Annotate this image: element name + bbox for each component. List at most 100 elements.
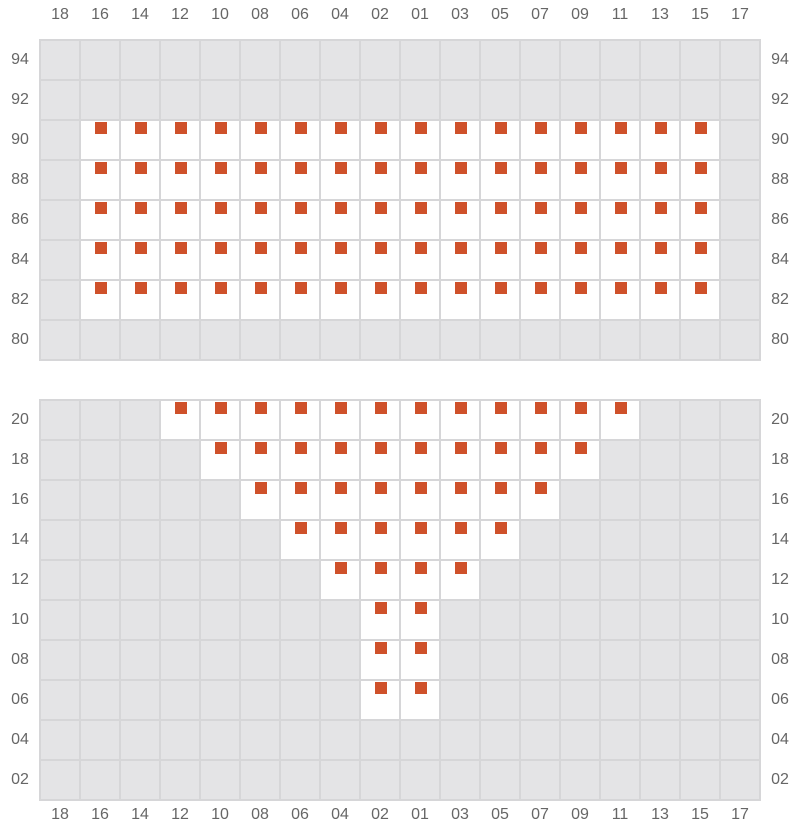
seat-available[interactable] [601, 281, 639, 319]
seat-available[interactable] [521, 241, 559, 279]
seat-available[interactable] [481, 481, 519, 519]
seat-available[interactable] [201, 201, 239, 239]
seat-available[interactable] [161, 241, 199, 279]
seat-available[interactable] [441, 401, 479, 439]
seat-available[interactable] [401, 401, 439, 439]
seat-available[interactable] [321, 201, 359, 239]
seat-available[interactable] [401, 641, 439, 679]
seat-available[interactable] [81, 121, 119, 159]
seat-available[interactable] [401, 161, 439, 199]
seat-available[interactable] [81, 161, 119, 199]
seat-available[interactable] [641, 241, 679, 279]
seat-available[interactable] [521, 121, 559, 159]
seat-available[interactable] [481, 441, 519, 479]
seat-available[interactable] [441, 241, 479, 279]
seat-available[interactable] [561, 241, 599, 279]
seat-available[interactable] [201, 161, 239, 199]
seat-available[interactable] [121, 241, 159, 279]
seat-available[interactable] [481, 121, 519, 159]
seat-available[interactable] [361, 281, 399, 319]
seat-available[interactable] [201, 441, 239, 479]
seat-available[interactable] [201, 121, 239, 159]
seat-available[interactable] [361, 481, 399, 519]
seat-available[interactable] [121, 281, 159, 319]
seat-available[interactable] [401, 281, 439, 319]
seat-available[interactable] [401, 481, 439, 519]
seat-available[interactable] [481, 401, 519, 439]
seat-available[interactable] [361, 521, 399, 559]
seat-available[interactable] [521, 201, 559, 239]
seat-available[interactable] [481, 281, 519, 319]
seat-available[interactable] [241, 121, 279, 159]
seat-available[interactable] [481, 201, 519, 239]
seat-available[interactable] [361, 201, 399, 239]
seat-available[interactable] [321, 561, 359, 599]
seat-available[interactable] [321, 121, 359, 159]
seat-available[interactable] [401, 601, 439, 639]
seat-available[interactable] [601, 161, 639, 199]
seat-available[interactable] [521, 401, 559, 439]
seat-available[interactable] [281, 121, 319, 159]
seat-available[interactable] [361, 601, 399, 639]
seat-available[interactable] [521, 481, 559, 519]
seat-available[interactable] [241, 281, 279, 319]
seat-available[interactable] [561, 121, 599, 159]
seat-available[interactable] [281, 241, 319, 279]
seat-available[interactable] [361, 241, 399, 279]
seat-available[interactable] [441, 281, 479, 319]
seat-available[interactable] [561, 281, 599, 319]
seat-available[interactable] [401, 681, 439, 719]
seat-available[interactable] [441, 441, 479, 479]
seat-available[interactable] [321, 401, 359, 439]
seat-available[interactable] [681, 281, 719, 319]
seat-available[interactable] [401, 201, 439, 239]
seat-available[interactable] [121, 201, 159, 239]
seat-available[interactable] [521, 161, 559, 199]
seat-available[interactable] [401, 561, 439, 599]
seat-available[interactable] [81, 241, 119, 279]
seat-available[interactable] [161, 161, 199, 199]
seat-available[interactable] [361, 121, 399, 159]
seat-available[interactable] [281, 201, 319, 239]
seat-available[interactable] [321, 521, 359, 559]
seat-available[interactable] [401, 521, 439, 559]
seat-available[interactable] [201, 241, 239, 279]
seat-available[interactable] [361, 161, 399, 199]
seat-available[interactable] [601, 401, 639, 439]
seat-available[interactable] [321, 281, 359, 319]
seat-available[interactable] [641, 281, 679, 319]
seat-available[interactable] [241, 241, 279, 279]
seat-available[interactable] [241, 161, 279, 199]
seat-available[interactable] [281, 281, 319, 319]
seat-available[interactable] [201, 401, 239, 439]
seat-available[interactable] [361, 641, 399, 679]
seat-available[interactable] [241, 201, 279, 239]
seat-available[interactable] [281, 521, 319, 559]
seat-available[interactable] [441, 161, 479, 199]
seat-available[interactable] [441, 481, 479, 519]
seat-available[interactable] [561, 161, 599, 199]
seat-available[interactable] [121, 161, 159, 199]
seat-available[interactable] [481, 241, 519, 279]
seat-available[interactable] [641, 121, 679, 159]
seat-available[interactable] [361, 561, 399, 599]
seat-available[interactable] [601, 241, 639, 279]
seat-available[interactable] [441, 521, 479, 559]
seat-available[interactable] [321, 161, 359, 199]
seat-available[interactable] [281, 441, 319, 479]
seat-available[interactable] [361, 681, 399, 719]
seat-available[interactable] [481, 161, 519, 199]
seat-available[interactable] [321, 241, 359, 279]
seat-available[interactable] [81, 201, 119, 239]
seat-available[interactable] [121, 121, 159, 159]
seat-available[interactable] [241, 481, 279, 519]
seat-available[interactable] [641, 161, 679, 199]
seat-available[interactable] [601, 201, 639, 239]
seat-available[interactable] [161, 201, 199, 239]
seat-available[interactable] [241, 441, 279, 479]
seat-available[interactable] [561, 441, 599, 479]
seat-available[interactable] [361, 441, 399, 479]
seat-available[interactable] [681, 121, 719, 159]
seat-available[interactable] [521, 281, 559, 319]
seat-available[interactable] [281, 401, 319, 439]
